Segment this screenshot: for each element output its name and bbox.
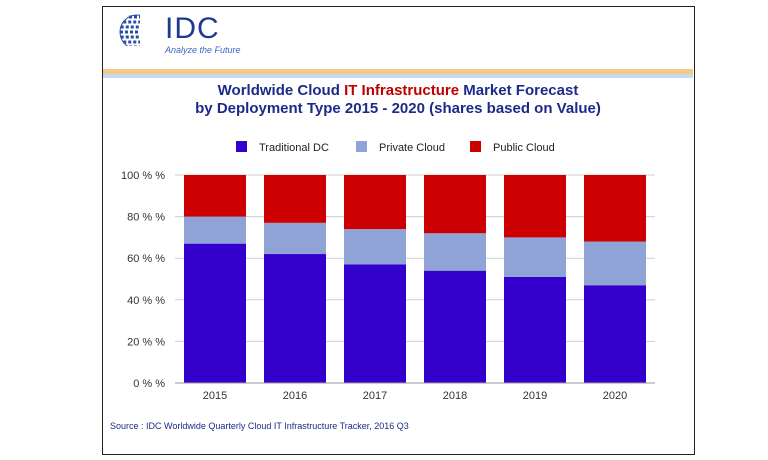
chart-title-line1: Worldwide Cloud IT Infrastructure Market… (103, 82, 693, 99)
idc-globe-logo-icon (119, 14, 140, 46)
bar-segment (424, 233, 486, 271)
chart-title-line2: by Deployment Type 2015 - 2020 (shares b… (195, 100, 601, 117)
bar-segment (344, 175, 406, 230)
bar-segment (184, 175, 246, 217)
bar-segment (504, 237, 566, 277)
legend-swatch (356, 141, 367, 152)
legend-label: Traditional DC (259, 142, 329, 154)
legend-swatch (236, 141, 247, 152)
logo-tagline: Analyze the Future (165, 45, 241, 55)
bar-segment (424, 270, 486, 383)
bar-segment (264, 175, 326, 223)
chart-source: Source : IDC Worldwide Quarterly Cloud I… (110, 421, 409, 431)
bar-segment (584, 175, 646, 242)
x-tick-label: 2019 (523, 390, 547, 402)
x-tick-label: 2017 (363, 390, 387, 402)
x-tick-label: 2020 (603, 390, 627, 402)
bar-segment (344, 229, 406, 265)
legend-label: Private Cloud (379, 142, 446, 154)
y-tick-label: 40 % % (127, 295, 165, 307)
x-tick-label: 2016 (283, 390, 307, 402)
y-tick-label: 100 % % (121, 170, 165, 182)
legend-label: Public Cloud (493, 142, 555, 154)
legend-item-private-cloud: Private Cloud (356, 141, 445, 154)
bar-segment (344, 264, 406, 383)
title-pre: Worldwide Cloud (217, 82, 345, 99)
legend-item-public-cloud: Public Cloud (470, 141, 555, 154)
bar-segment (504, 276, 566, 383)
header-band-blue (103, 74, 693, 78)
bar-segment (424, 175, 486, 234)
y-tick-label: 80 % % (127, 212, 165, 224)
legend-item-traditional-dc: Traditional DC (236, 141, 329, 154)
bar-segment (584, 241, 646, 286)
header-band-orange (103, 69, 693, 74)
bar-segment (584, 285, 646, 383)
bar-segment (184, 216, 246, 244)
x-tick-label: 2018 (443, 390, 467, 402)
y-tick-label: 0 % % (133, 378, 165, 390)
bar-segment (184, 243, 246, 383)
legend-swatch (470, 141, 481, 152)
bar-segment (264, 254, 326, 383)
title-highlight: IT Infrastructure (344, 82, 460, 99)
title-post: Market Forecast (459, 82, 579, 99)
logo-name: IDC (165, 12, 220, 45)
bar-segment (504, 175, 566, 238)
x-tick-label: 2015 (203, 390, 227, 402)
y-tick-label: 20 % % (127, 336, 165, 348)
bar-segment (264, 222, 326, 255)
y-tick-label: 60 % % (127, 253, 165, 265)
